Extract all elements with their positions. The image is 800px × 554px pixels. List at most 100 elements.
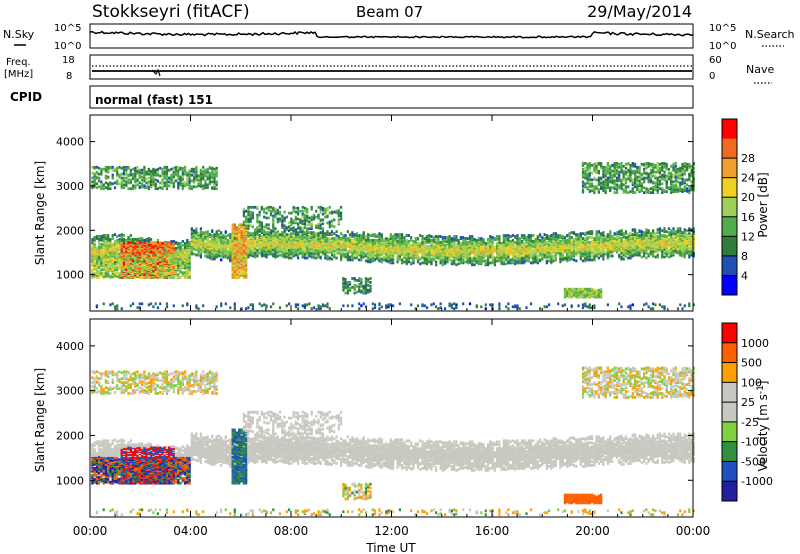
power-cell [197,250,200,254]
power-cell [326,239,329,242]
power-cell [206,243,209,247]
power-cell [430,235,433,238]
power-cell [256,219,259,223]
power-cell [369,234,372,237]
power-cell [306,237,309,240]
power-cell [301,252,304,256]
power-cell [272,227,275,231]
power-cell [428,238,431,241]
power-cell [428,260,431,264]
power-cell [211,175,214,179]
power-cell [113,305,117,309]
power-cell [143,241,146,244]
power-cell [489,261,492,265]
power-cell [294,206,297,210]
power-cell [195,170,198,174]
power-cell [193,235,196,238]
power-cell [346,249,349,253]
power-cell [197,174,200,178]
power-cell [299,209,302,213]
power-cell [116,168,119,172]
power-cell [324,215,327,219]
power-cell [102,275,105,278]
power-cell [120,183,123,187]
freq-tick-bottom: 8 [66,71,72,82]
power-cell [340,256,343,260]
power-cell [412,244,415,248]
power-cell [129,256,132,260]
power-cell [301,209,304,213]
power-cell [256,226,259,230]
power-cell [362,240,365,243]
power-cell [364,254,368,258]
power-cell [184,165,187,169]
power-cell [204,172,207,176]
power-cell [312,306,316,310]
power-cell [346,291,349,295]
power-cell [468,302,472,306]
power-cell [319,210,322,214]
power-cell [299,226,302,230]
power-cell [283,224,286,228]
power-cell [489,303,492,307]
power-cell [394,238,397,241]
power-cell [122,264,126,268]
power-cell [147,183,150,187]
power-cell [174,241,178,244]
power-cell [154,245,157,249]
power-cell [276,211,279,215]
power-cell [174,168,178,172]
power-cell [369,284,372,288]
power-cell [405,254,408,258]
power-cell [385,256,388,260]
power-cell [177,257,180,261]
power-cell [125,165,128,169]
power-cell [421,241,424,244]
power-cell [215,250,218,254]
power-cell [351,234,354,237]
power-cell [168,268,171,272]
power-cell [111,264,114,268]
power-cell [102,244,105,248]
power-cell [441,244,444,248]
power-cell [324,235,327,238]
power-cell [190,245,193,249]
power-cell [107,175,110,179]
power-cell [202,231,205,234]
power-cell [129,241,132,244]
power-cell [215,174,218,178]
power-cell [242,223,245,227]
power-cell [98,276,101,279]
power-cell [132,302,135,306]
power-cell [211,236,214,239]
power-cell [265,250,268,254]
power-cell [480,237,483,240]
power-cell [344,255,347,259]
power-cell [285,251,288,255]
power-cell [249,219,252,223]
power-cell [324,232,327,235]
power-cell [245,272,248,275]
power-cell [462,241,465,244]
nsearch-label: N.Search [745,28,795,41]
nsky-trace [89,30,694,39]
power-cell [333,210,336,214]
power-cell [333,249,336,253]
power-cell [403,236,406,239]
power-cell [310,215,313,219]
power-cell [147,170,150,174]
power-cell [127,274,130,277]
power-cell [278,210,282,214]
power-cell [276,220,279,224]
power-cell [319,231,322,234]
power-cell [118,272,121,275]
power-cell [258,251,261,255]
power-cell [328,222,331,226]
power-cell [104,274,107,277]
power-cell [215,305,218,309]
power-cell [215,255,218,259]
power-cell [116,262,119,266]
power-cell [423,304,426,308]
power-cell [127,262,130,266]
power-cell [247,244,250,248]
